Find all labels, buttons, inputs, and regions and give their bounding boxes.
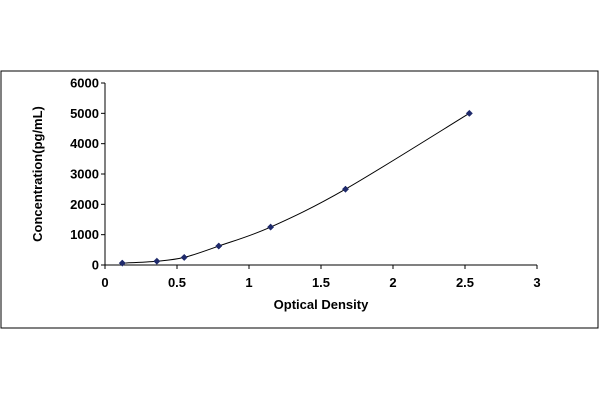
y-axis-title: Concentration(pg/mL) [30, 106, 45, 242]
x-tick-label: 0.5 [168, 275, 186, 290]
x-tick-label: 1.5 [312, 275, 330, 290]
data-point [215, 242, 223, 250]
data-point [267, 223, 275, 231]
data-point [465, 109, 473, 117]
y-tick-label: 4000 [70, 136, 99, 151]
y-tick-label: 2000 [70, 197, 99, 212]
x-tick-label: 2 [389, 275, 396, 290]
chart-outer-border [0, 70, 599, 329]
x-tick-label: 1 [245, 275, 252, 290]
y-tick-label: 1000 [70, 227, 99, 242]
y-tick-label: 5000 [70, 106, 99, 121]
data-point [341, 185, 350, 193]
data-point [153, 257, 161, 265]
plot-area: 0 1000 2000 3000 4000 5000 6000 0 0.5 1 1.5 2 2.5 3 Op… [30, 76, 541, 313]
data-point [180, 253, 188, 261]
x-tick-label: 0 [101, 275, 108, 290]
x-axis-title: Optical Density [274, 297, 369, 312]
y-tick-label: 0 [92, 258, 99, 273]
x-tick-label: 3 [533, 275, 540, 290]
y-tick-label: 6000 [70, 76, 99, 91]
x-tick-label: 2.5 [456, 275, 474, 290]
data-point [118, 259, 126, 267]
y-tick-label: 3000 [70, 167, 99, 182]
